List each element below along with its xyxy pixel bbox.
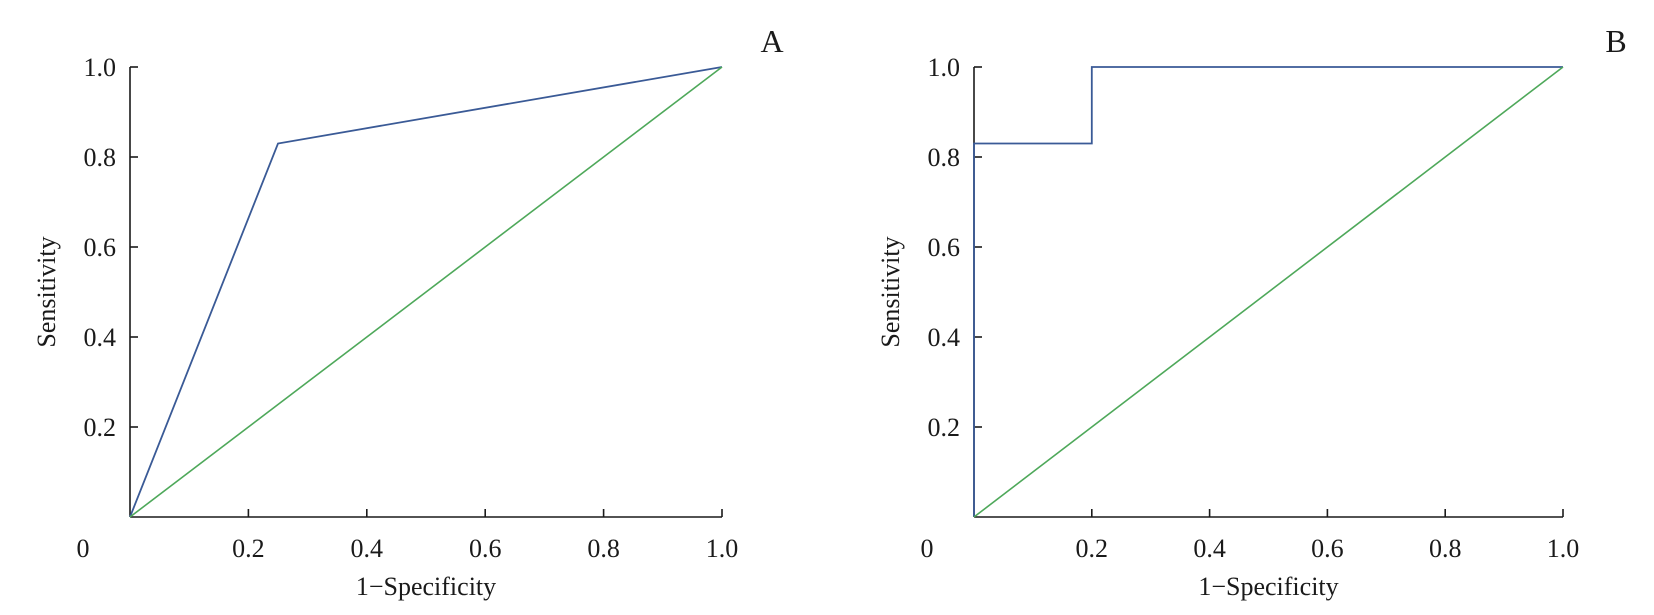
reference-diagonal-line bbox=[129, 66, 723, 518]
x-tick-label: 0.8 bbox=[587, 534, 620, 563]
x-axis-title: 1−Specificity bbox=[1198, 572, 1338, 601]
x-tick-label: 1.0 bbox=[1547, 534, 1580, 563]
panel-label-b: B bbox=[1605, 23, 1626, 59]
y-tick-label: 0.6 bbox=[928, 233, 961, 262]
reference-diagonal-line bbox=[973, 66, 1564, 518]
x-tick-label: 0 bbox=[77, 534, 90, 563]
y-tick-label: 0.8 bbox=[84, 143, 117, 172]
x-tick-label: 0 bbox=[921, 534, 934, 563]
y-tick-label: 0.4 bbox=[928, 323, 961, 352]
y-tick-label: 0.8 bbox=[928, 143, 961, 172]
x-tick-label: 0.6 bbox=[469, 534, 502, 563]
panel-label-a: A bbox=[760, 23, 783, 59]
y-axis-title: Sensitivity bbox=[876, 236, 905, 347]
y-tick-label: 1.0 bbox=[928, 53, 961, 82]
roc-panel-a: 0 0.2 0.4 0.6 0.8 1.0 0.2 0.4 0.6 0.8 1.0 1−Specifi… bbox=[32, 23, 784, 601]
x-tick-label: 0.2 bbox=[232, 534, 265, 563]
x-axis-title: 1−Specificity bbox=[356, 572, 496, 601]
x-tick-label: 1.0 bbox=[706, 534, 739, 563]
x-tick-label: 0.6 bbox=[1311, 534, 1344, 563]
x-tick-label: 0.2 bbox=[1076, 534, 1109, 563]
y-tick-label: 0.2 bbox=[84, 413, 117, 442]
roc-panel-b: 0 0.2 0.4 0.6 0.8 1.0 0.2 0.4 0.6 0.8 1.0 1−Specifi… bbox=[876, 23, 1627, 601]
y-tick-label: 0.4 bbox=[84, 323, 117, 352]
y-axis-title: Sensitivity bbox=[32, 236, 61, 347]
x-tick-label: 0.4 bbox=[351, 534, 384, 563]
x-tick-label: 0.8 bbox=[1429, 534, 1462, 563]
y-tick-label: 0.2 bbox=[928, 413, 961, 442]
roc-curve-line bbox=[973, 66, 1563, 517]
y-tick-label: 0.6 bbox=[84, 233, 117, 262]
y-tick-label: 1.0 bbox=[84, 53, 117, 82]
roc-curve-line bbox=[129, 66, 723, 518]
x-tick-label: 0.4 bbox=[1193, 534, 1226, 563]
